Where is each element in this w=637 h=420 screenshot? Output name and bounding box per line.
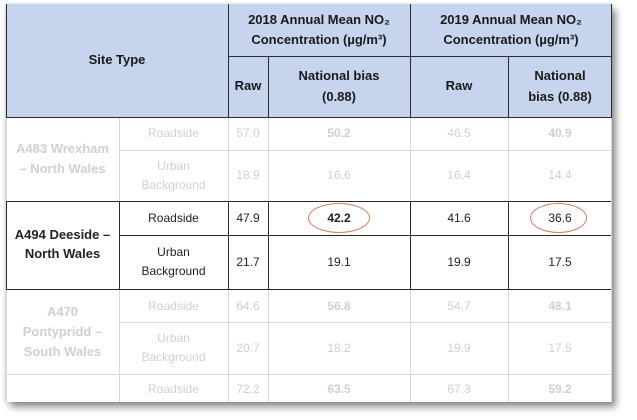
header-raw-2018: Raw	[228, 56, 268, 117]
header-2019: 2019 Annual Mean NO₂ Concentration (µg/m…	[410, 4, 612, 56]
site-type: Urban Background	[141, 158, 206, 192]
header-2018: 2018 Annual Mean NO₂ Concentration (µg/m…	[228, 4, 410, 56]
site-name: A494 Deeside – North Wales	[14, 227, 111, 261]
bias-2018: 50.2	[327, 126, 351, 141]
raw-2019: 19.9	[447, 254, 471, 269]
header-bias-2019: National bias (0.88)	[508, 56, 612, 117]
header-bias-2018: National bias (0.88)	[268, 56, 410, 117]
raw-2018: 72.2	[236, 381, 260, 396]
bias-2018: 16.6	[327, 168, 351, 183]
bias-2018: 18.2	[327, 340, 351, 355]
raw-2019: 19.9	[447, 340, 471, 355]
bias-2019: 17.5	[548, 340, 572, 355]
header-site-type: Site Type	[6, 4, 228, 117]
bias-2019: 40.9	[548, 126, 572, 141]
bias-2018: 19.1	[327, 254, 351, 269]
raw-2018: 20.7	[236, 340, 260, 355]
raw-2019: 67.3	[447, 381, 471, 396]
bias-2019: 48.1	[548, 298, 572, 313]
raw-2018: 64.6	[236, 298, 260, 313]
raw-2018: 47.9	[236, 210, 260, 225]
bias-2019: 14.4	[548, 168, 572, 183]
raw-2018: 21.7	[236, 254, 260, 269]
bias-2019: 59.2	[548, 381, 572, 396]
site-name: A483 Wrexham – North Wales	[16, 140, 109, 176]
site-name	[6, 374, 119, 402]
site-type: Roadside	[148, 126, 199, 141]
bias-2018: 56.8	[327, 298, 351, 313]
raw-2019: 54.7	[447, 298, 471, 313]
raw-2019: 46.5	[447, 126, 471, 141]
raw-2018: 18.9	[236, 168, 260, 183]
raw-2019: 16.4	[447, 168, 471, 183]
highlight-ring	[308, 203, 370, 233]
site-type: Urban Background	[141, 331, 206, 364]
site-type: Urban Background	[141, 245, 206, 278]
site-type: Roadside	[148, 210, 199, 225]
site-type: Roadside	[148, 381, 199, 396]
bias-2019: 17.5	[548, 254, 572, 269]
raw-2019: 41.6	[447, 210, 471, 225]
raw-2018: 57.0	[236, 126, 260, 141]
highlight-ring	[530, 203, 587, 233]
site-name: A470 Pontypridd – South Wales	[22, 303, 103, 360]
no2-table-clipping: Site Type 2018 Annual Mean NO₂ Concentra…	[6, 4, 612, 402]
site-type: Roadside	[148, 298, 199, 313]
bias-2018: 63.5	[327, 381, 351, 396]
header-raw-2019: Raw	[410, 56, 508, 117]
